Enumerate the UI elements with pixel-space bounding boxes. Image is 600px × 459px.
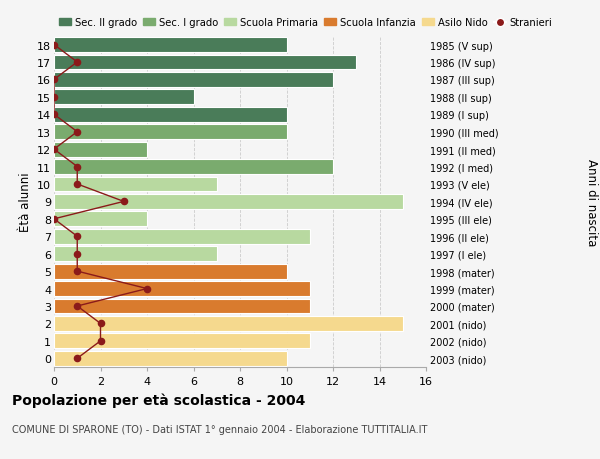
Bar xyxy=(54,264,287,279)
Point xyxy=(73,355,82,362)
Point xyxy=(73,233,82,241)
Bar xyxy=(54,142,147,157)
Bar xyxy=(54,351,287,366)
Point xyxy=(49,77,59,84)
Bar xyxy=(54,212,147,227)
Point xyxy=(73,181,82,188)
Bar xyxy=(54,316,403,331)
Bar xyxy=(54,230,310,244)
Point xyxy=(49,112,59,119)
Bar xyxy=(54,56,356,70)
Bar xyxy=(54,299,310,313)
Bar xyxy=(54,107,287,123)
Point xyxy=(49,94,59,101)
Text: Anni di nascita: Anni di nascita xyxy=(584,158,598,246)
Point xyxy=(49,216,59,223)
Point xyxy=(142,285,152,292)
Point xyxy=(49,146,59,153)
Bar xyxy=(54,177,217,192)
Point xyxy=(49,42,59,49)
Bar xyxy=(54,334,310,348)
Point xyxy=(73,163,82,171)
Point xyxy=(119,198,128,206)
Bar xyxy=(54,247,217,262)
Point xyxy=(73,129,82,136)
Y-axis label: Ètà alunni: Ètà alunni xyxy=(19,172,32,232)
Bar xyxy=(54,90,193,105)
Text: Popolazione per età scolastica - 2004: Popolazione per età scolastica - 2004 xyxy=(12,392,305,407)
Point xyxy=(73,251,82,258)
Point xyxy=(73,268,82,275)
Point xyxy=(96,320,106,327)
Text: COMUNE DI SPARONE (TO) - Dati ISTAT 1° gennaio 2004 - Elaborazione TUTTITALIA.IT: COMUNE DI SPARONE (TO) - Dati ISTAT 1° g… xyxy=(12,425,427,435)
Bar xyxy=(54,38,287,53)
Point xyxy=(73,59,82,67)
Bar xyxy=(54,160,333,174)
Point xyxy=(96,337,106,345)
Point xyxy=(73,302,82,310)
Bar xyxy=(54,195,403,209)
Bar xyxy=(54,281,310,297)
Bar xyxy=(54,125,287,140)
Bar xyxy=(54,73,333,88)
Legend: Sec. II grado, Sec. I grado, Scuola Primaria, Scuola Infanzia, Asilo Nido, Stran: Sec. II grado, Sec. I grado, Scuola Prim… xyxy=(59,18,553,28)
